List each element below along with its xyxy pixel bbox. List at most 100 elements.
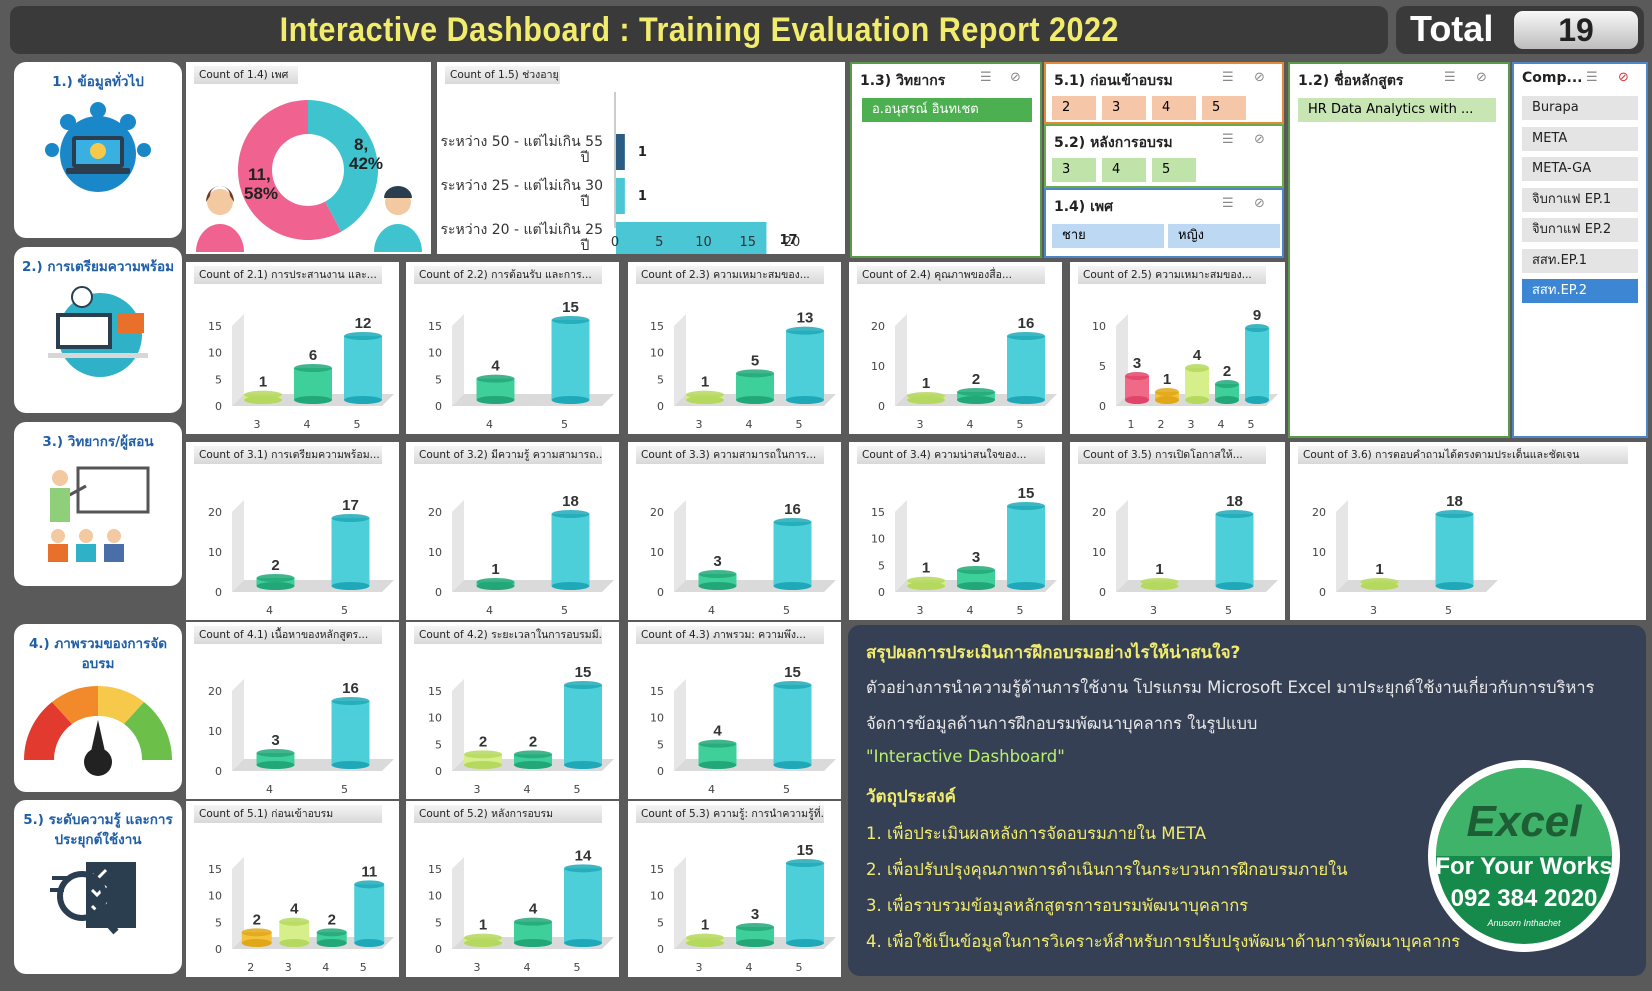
rating-bar[interactable] [354,884,385,943]
age-bar[interactable] [616,222,767,254]
rating-bar[interactable] [514,921,552,943]
rating-bar[interactable] [1245,328,1269,400]
slicer-item[interactable]: 5 [1202,96,1246,120]
rating-chart-panel[interactable]: Count of 5.1) ก่อนเข้าอบรม 0 5 10 15 2 2 4 3 2 4 11… [186,801,399,977]
section-knowledge[interactable]: 5.) ระดับความรู้ และการประยุกต์ใช้งาน [14,800,182,974]
slicer-item-female[interactable]: หญิง [1168,224,1280,248]
rating-bar[interactable] [736,927,774,943]
rating-bar[interactable] [564,868,602,943]
rating-chart-panel[interactable]: Count of 3.3) ความสามารถในการ... 0 10 20 3 4 1… [628,442,841,620]
gender-donut-panel[interactable]: Count of 1.4) เพศ 11, 58% 8, 42% [186,62,431,254]
clear-filter-icon[interactable]: ⊘ [1254,70,1265,85]
rating-bar[interactable] [279,921,310,943]
rating-bar-value: 2 [529,733,537,750]
rating-bar[interactable] [241,932,272,943]
rating-chart-panel[interactable]: Count of 4.3) ภาพรวม: ความพึง... 0 5 10 15 4 4… [628,622,841,799]
multi-select-icon[interactable]: ☰ [980,70,992,85]
multi-select-icon[interactable]: ☰ [1444,70,1456,85]
rating-bar[interactable] [476,378,515,400]
rating-chart-panel[interactable]: Count of 3.4) ความน่าสนใจของ... 0 5 10 15 1 3 3… [849,442,1062,620]
clear-filter-icon[interactable]: ⊘ [1476,70,1487,85]
rating-chart-panel[interactable]: Count of 2.1) การประสานงาน และ... 0 5 10 15 1… [186,262,399,434]
rating-bar[interactable] [736,373,774,400]
slicer-item-company[interactable]: สสท.EP.1 [1522,248,1638,273]
rating-bar[interactable] [551,320,590,400]
chart-floor [674,580,836,592]
objectives-title: วัตถุประสงค์ [866,787,956,807]
rating-bar[interactable] [294,368,332,400]
rating-chart-panel[interactable]: Count of 3.2) มีความรู้ ความสามารถ... 0 10… [406,442,619,620]
slicer-speaker[interactable]: 1.3) วิทยากร ☰ ⊘ อ.อนุสรณ์ อินทเชต [850,62,1042,258]
slicer-item-company[interactable]: จิบกาแฟ EP.1 [1522,187,1638,212]
rating-bar[interactable] [1185,368,1209,400]
rating-chart-panel[interactable]: Count of 2.2) การต้อนรับ และการ... 0 5 10 15… [406,262,619,434]
slicer-item-company[interactable]: META [1522,126,1638,151]
section-general-info[interactable]: 1.) ข้อมูลทั่วไป [14,62,182,238]
slicer-item-company[interactable]: Burapa [1522,96,1638,120]
rating-bar[interactable] [551,514,590,586]
rating-bar[interactable] [316,932,347,943]
section-overall[interactable]: 4.) ภาพรวมของการจัดอบรม [14,624,182,792]
rating-bar[interactable] [514,754,552,765]
rating-chart-panel[interactable]: Count of 2.4) คุณภาพของสื่อ... 0 10 20 1 3 2 4 1… [849,262,1062,434]
slicer-gender[interactable]: 1.4) เพศ ☰ ⊘ ชาย หญิง [1044,188,1284,258]
rating-chart-panel[interactable]: Count of 4.2) ระยะเวลาในการอบรมมี... 0 5 10… [406,622,619,799]
rating-chart-panel[interactable]: Count of 5.3) ความรู้: การนำความรู้ที่..… [628,801,841,977]
slicer-item-company[interactable]: สสท.EP.2 [1522,279,1638,303]
rating-chart-panel[interactable]: Count of 5.2) หลังการอบรม 0 5 10 15 1 3 4 4 14 5 [406,801,619,977]
slicer-item[interactable]: 4 [1102,158,1146,182]
slicer-item-speaker[interactable]: อ.อนุสรณ์ อินทเชต [862,98,1032,122]
clear-filter-icon[interactable]: ⊘ [1254,196,1265,211]
rating-bar[interactable] [1215,384,1239,400]
slicer-item[interactable]: 4 [1152,96,1196,120]
rating-chart-panel[interactable]: Count of 2.5) ความเหมาะสมของ... 0 5 10 3 1 1 2 4… [1070,262,1285,434]
multi-select-icon[interactable]: ☰ [1586,70,1598,85]
slicer-after-training[interactable]: 5.2) หลังการอบรม ☰ ⊘ 3 4 5 [1044,124,1284,188]
rating-bar[interactable] [1435,514,1474,586]
rating-chart-panel[interactable]: Count of 3.5) การเปิดโอกาสให้... 0 10 20 1 3 1… [1070,442,1285,620]
rating-bar[interactable] [786,863,824,943]
multi-select-icon[interactable]: ☰ [1222,196,1234,211]
slicer-item[interactable]: 3 [1102,96,1146,120]
rating-chart-panel[interactable]: Count of 4.1) เนื้อหาของหลักสูตร... 0 10 20… [186,622,399,799]
rating-chart-panel[interactable]: Count of 3.1) การเตรียมความพร้อม... 0 10 20… [186,442,399,620]
multi-select-icon[interactable]: ☰ [1222,132,1234,147]
multi-select-icon[interactable]: ☰ [1222,70,1234,85]
rating-bar[interactable] [344,336,382,400]
rating-bar[interactable] [1215,514,1254,586]
clear-filter-icon[interactable]: ⊘ [1010,70,1021,85]
rating-bar[interactable] [957,570,995,586]
slicer-item-male[interactable]: ชาย [1052,224,1164,248]
section-speaker[interactable]: 3.) วิทยากร/ผู้สอน [14,422,182,586]
rating-bar[interactable] [1007,506,1045,586]
rating-chart-panel[interactable]: Count of 3.6) การตอบคำถามได้ตรงตามประเด็… [1290,442,1646,620]
slicer-item[interactable]: 3 [1052,158,1096,182]
slicer-item[interactable]: 5 [1152,158,1196,182]
clear-filter-icon[interactable]: ⊘ [1254,132,1265,147]
rating-bar[interactable] [464,754,502,765]
slicer-item-course[interactable]: HR Data Analytics with ... [1298,98,1496,122]
age-bar-value: 17 [779,233,797,248]
rating-bar[interactable] [698,743,737,765]
rating-bar[interactable] [1007,336,1045,400]
x-axis-tick: 4 [1218,418,1225,431]
clear-filter-icon[interactable]: ⊘ [1618,70,1629,85]
rating-bar[interactable] [564,685,602,765]
slicer-item-company[interactable]: META-GA [1522,157,1638,181]
slicer-item[interactable]: 2 [1052,96,1096,120]
age-bar[interactable] [616,134,625,170]
rating-bar[interactable] [331,518,370,586]
rating-bar[interactable] [773,685,812,765]
rating-bar[interactable] [331,701,370,765]
section-preparation[interactable]: 2.) การเตรียมความพร้อม [14,247,182,413]
slicer-company[interactable]: Comp... ☰ ⊘ Burapa META META-GA จิบกาแฟ EP.1… [1512,62,1648,438]
age-bar[interactable] [616,178,625,214]
y-axis-tick: 15 [428,685,442,698]
age-chart-panel[interactable]: Count of 1.5) ช่วงอายุ ระหว่าง 50 - แต่ไ… [437,62,845,254]
rating-bar[interactable] [786,330,824,400]
slicer-item-company[interactable]: จิบกาแฟ EP.2 [1522,218,1638,242]
slicer-before-training[interactable]: 5.1) ก่อนเข้าอบรม ☰ ⊘ 2 3 4 5 [1044,62,1284,124]
rating-bar[interactable] [773,522,812,586]
rating-chart-panel[interactable]: Count of 2.3) ความเหมาะสมของ... 0 5 10 15 1 3 5… [628,262,841,434]
slicer-course[interactable]: 1.2) ชื่อหลักสูตร ☰ ⊘ HR Data Analytics w… [1288,62,1510,438]
